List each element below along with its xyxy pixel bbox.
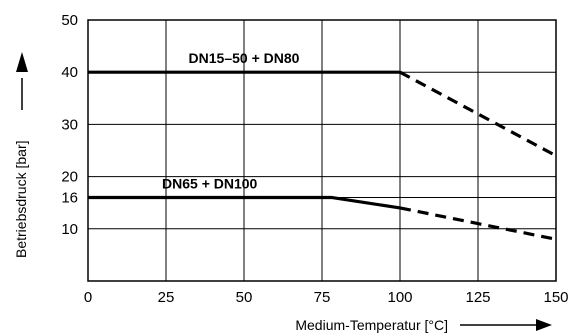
- series-1-dashed-line: [399, 70, 557, 158]
- y-axis-arrow-icon: [16, 52, 28, 110]
- y-tick-label: 16: [61, 189, 78, 206]
- x-axis-title: Medium-Temperatur [°C]: [295, 317, 448, 333]
- x-tick-label: 25: [158, 289, 175, 306]
- y-tick-label: 30: [61, 116, 78, 133]
- x-axis-arrow-icon: [460, 319, 552, 331]
- grid-lines: [88, 20, 556, 281]
- y-tick-label: 40: [61, 64, 78, 81]
- y-axis-title: Betriebsdruck [bar]: [13, 141, 29, 259]
- y-tick-label: 50: [61, 12, 78, 29]
- x-tick-label: 100: [387, 289, 412, 306]
- x-tick-label: 50: [236, 289, 253, 306]
- x-tick-label: 0: [84, 289, 92, 306]
- x-tick-label: 150: [543, 289, 568, 306]
- series-2-label: DN65 + DN100: [162, 175, 258, 191]
- series-2-solid-line: [88, 195, 401, 210]
- series-2-dashed-line: [399, 206, 557, 241]
- series-lines: [88, 70, 557, 241]
- plot-area-frame: [87, 19, 557, 282]
- y-tick-label: 10: [61, 221, 78, 238]
- y-tick-label: 20: [61, 169, 78, 186]
- series-labels: DN15–50 + DN80 DN65 + DN100: [162, 50, 300, 191]
- y-tick-labels: 10 16 20 30 40 50: [61, 12, 78, 238]
- x-tick-label: 75: [314, 289, 331, 306]
- x-tick-labels: 0 25 50 75 100 125 150: [84, 289, 569, 306]
- series-1-label: DN15–50 + DN80: [189, 50, 300, 66]
- x-tick-label: 125: [465, 289, 490, 306]
